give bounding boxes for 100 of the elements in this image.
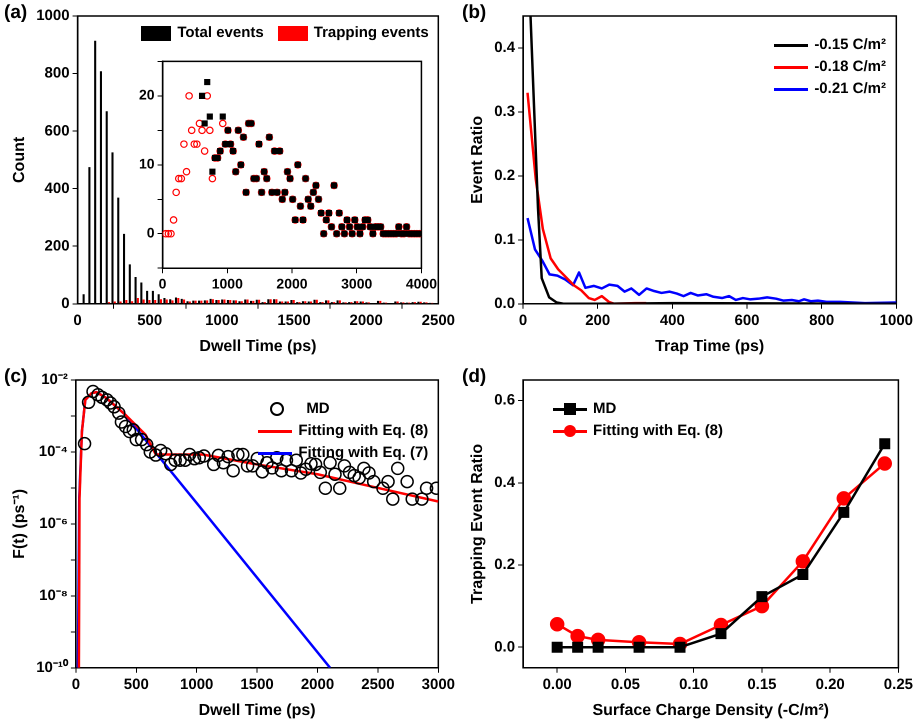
x-tick-label: 2500: [422, 312, 456, 329]
bar: [142, 299, 145, 304]
x-tick-label: 0.00: [542, 676, 572, 693]
legend-label: Fitting with Eq. (8): [593, 421, 724, 441]
legend-label: MD: [593, 399, 616, 419]
y-axis-title: Count: [11, 136, 28, 183]
point: [756, 591, 768, 602]
x-tick-label: 0: [158, 275, 167, 292]
y-tick-label: 0.3: [494, 103, 516, 120]
bar: [154, 300, 156, 304]
bar: [125, 300, 128, 304]
x-tick-label: 0: [73, 312, 82, 329]
legend-label: Fitting with Eq. (8): [298, 421, 428, 441]
y-tick-label: 10: [138, 156, 155, 172]
point: [796, 554, 810, 569]
x-tick-label: 2000: [349, 312, 383, 329]
y-tick-label: 800: [44, 64, 70, 82]
x-axis-title: Dwell Time (ps): [198, 702, 316, 719]
x-axis-title: Trap Time (ps): [655, 338, 764, 355]
y-tick-label: 0.4: [494, 474, 516, 491]
y-tick-label: 1000: [36, 7, 70, 24]
chart-title: (a): [4, 2, 28, 24]
point: [715, 628, 726, 640]
bar: [379, 300, 382, 304]
y-tick-label: 0.0: [494, 638, 516, 656]
x-tick-label: 0.25: [884, 676, 914, 693]
legend-label: MD: [306, 399, 330, 419]
x-tick-label: 1500: [240, 676, 274, 693]
legend-label: -0.18 C/m²: [814, 57, 886, 77]
x-tick-label: 1500: [277, 312, 311, 329]
bar: [148, 300, 150, 304]
legend-label: Trapping events: [314, 23, 429, 43]
y-tick-label: 600: [44, 122, 70, 140]
y-tick-label: 10⁻¹⁰: [36, 658, 69, 676]
y-tick-label: 0.0: [494, 294, 516, 312]
bar: [316, 300, 318, 304]
point: [878, 456, 892, 471]
x-tick-label: 2500: [361, 676, 395, 693]
point: [550, 616, 564, 632]
y-tick-label: 20: [138, 86, 155, 103]
bar: [246, 299, 249, 304]
point: [797, 568, 808, 580]
point: [838, 506, 850, 518]
x-tick-label: 200: [585, 312, 610, 329]
y-tick-label: 0: [61, 294, 70, 312]
x-tick-label: 0.10: [679, 676, 708, 693]
bar: [258, 300, 260, 304]
chart-title: (b): [462, 2, 486, 24]
x-tick-label: 0.15: [747, 676, 777, 693]
point: [879, 438, 890, 450]
y-tick-label: 0.6: [494, 392, 516, 409]
bar: [223, 299, 226, 304]
x-tick-label: 800: [809, 312, 834, 329]
legend-label: Total events: [177, 23, 264, 43]
x-tick-label: 1000: [880, 312, 914, 329]
bar: [206, 300, 208, 304]
bar: [229, 300, 232, 304]
legend-label: Fitting with Eq. (7): [298, 443, 428, 463]
x-tick-label: 1000: [180, 676, 214, 693]
x-axis-title: Dwell Time (ps): [199, 338, 316, 355]
point: [552, 642, 563, 653]
legend-label: -0.15 C/m²: [814, 35, 886, 55]
bar: [183, 299, 186, 304]
x-tick-label: 500: [137, 312, 162, 329]
bar: [177, 298, 180, 304]
chart-title: (d): [462, 366, 486, 388]
y-tick-label: 0.2: [494, 556, 516, 574]
x-tick-label: 2000: [300, 676, 334, 693]
y-axis-title: Event Ratio: [469, 116, 486, 204]
x-tick-label: 0.05: [610, 676, 640, 693]
point: [634, 642, 645, 653]
y-tick-label: 10⁻⁴: [38, 443, 68, 460]
x-tick-label: 0.20: [816, 676, 845, 693]
y-tick-label: 400: [44, 180, 70, 197]
bar: [252, 300, 254, 304]
bar: [166, 299, 168, 304]
y-axis-title: Trapping Event Ratio: [469, 444, 486, 604]
x-axis-title: Surface Charge Density (-C/m²): [592, 702, 829, 719]
bar: [171, 300, 174, 304]
x-tick-label: 500: [124, 676, 149, 693]
x-tick-label: 400: [660, 312, 685, 329]
y-axis-title: F(t) (ps⁻¹): [11, 488, 28, 559]
bar: [194, 300, 197, 304]
point: [592, 642, 604, 653]
x-tick-label: 2000: [276, 275, 308, 292]
x-tick-label: 3000: [422, 676, 456, 693]
x-tick-label: 1000: [212, 275, 244, 292]
bar: [234, 300, 238, 304]
bar: [160, 299, 162, 304]
y-tick-label: 10⁻²: [41, 371, 68, 388]
y-tick-label: 10⁻⁸: [39, 586, 68, 604]
y-tick-label: 0: [146, 224, 155, 241]
point: [572, 642, 584, 653]
chart-title: (c): [4, 366, 28, 388]
y-tick-label: 0.4: [494, 39, 516, 56]
x-tick-label: 600: [734, 312, 760, 329]
x-tick-label: 3000: [341, 275, 372, 292]
x-tick-label: 1000: [205, 312, 239, 329]
legend-label: -0.21 C/m²: [814, 79, 886, 99]
y-tick-label: 0.1: [494, 230, 516, 248]
